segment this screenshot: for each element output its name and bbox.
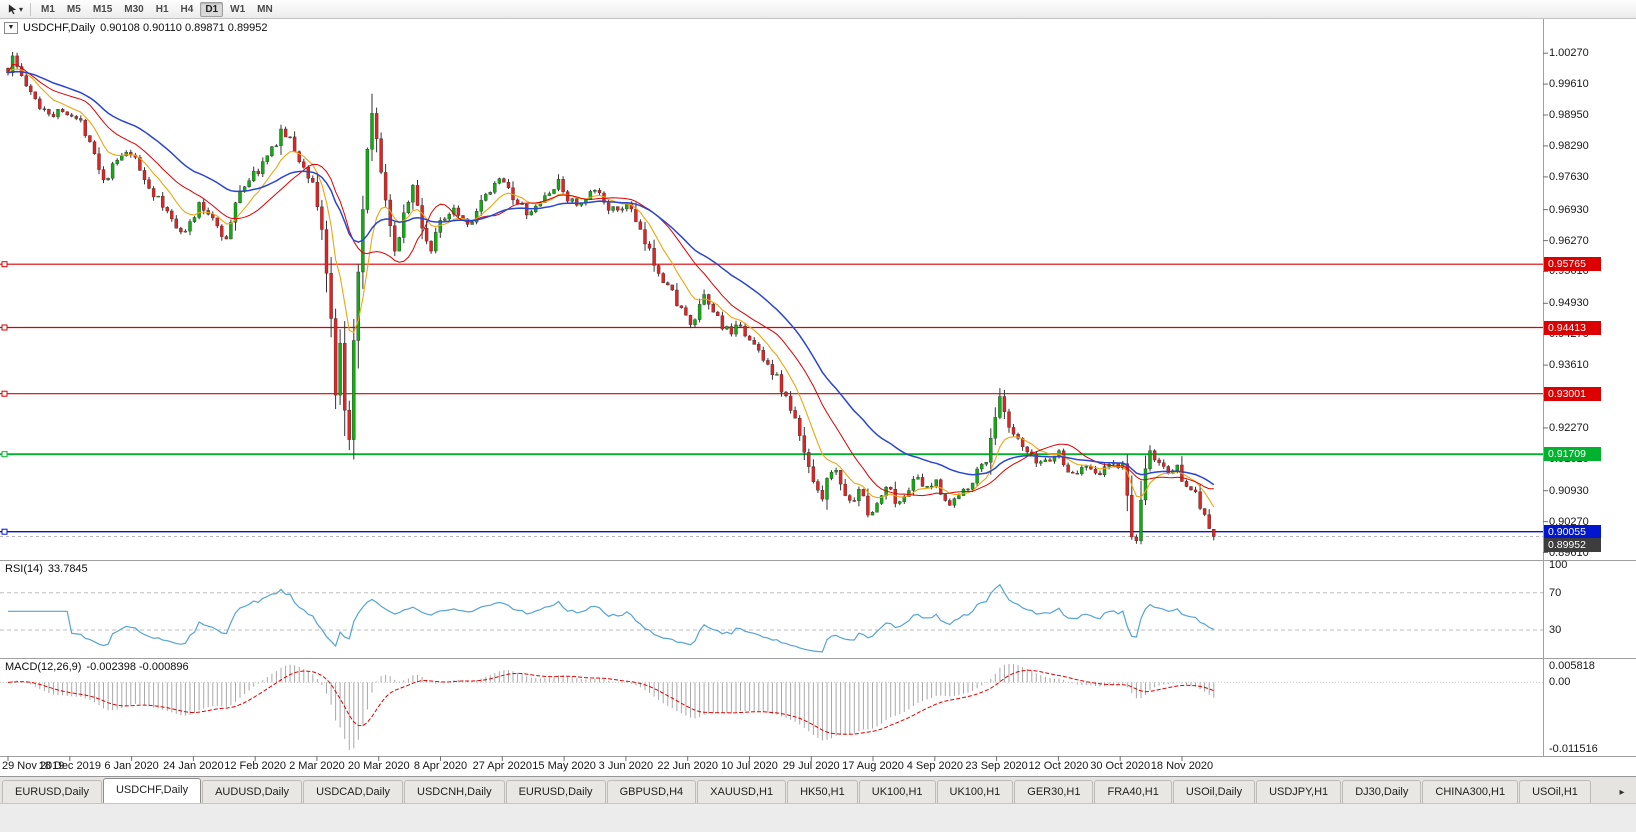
- date-axis-label: 29 Jul 2020: [782, 760, 840, 772]
- chart-tab-uk100-9[interactable]: UK100,H1: [858, 780, 936, 803]
- cursor-tool-button[interactable]: ▾: [5, 1, 25, 17]
- chart-tab-usdjpy-14[interactable]: USDJPY,H1: [1256, 780, 1342, 803]
- price-axis-label: 0.92270: [1549, 421, 1589, 434]
- price-tag: 0.94413: [1544, 320, 1601, 335]
- rsi-indicator-name: RSI(14): [5, 563, 43, 575]
- date-axis-label: 24 Jan 2020: [163, 760, 224, 772]
- chart-tab-eurusd-0[interactable]: EURUSD,Daily: [2, 780, 102, 803]
- date-axis-label: 30 Oct 2020: [1090, 760, 1151, 772]
- date-axis-label: 23 Sep 2020: [965, 760, 1028, 772]
- timeframe-button-m30[interactable]: M30: [124, 3, 144, 15]
- price-axis-label: 0.97630: [1549, 170, 1589, 183]
- timeframe-button-h4[interactable]: H4: [180, 3, 194, 15]
- chart-symbol-label: USDCHF,Daily: [23, 22, 96, 34]
- date-axis-label: 20 Mar 2020: [347, 760, 410, 772]
- rsi-axis-label: 30: [1549, 624, 1562, 636]
- chart-tab-usdchf-1[interactable]: USDCHF,Daily: [102, 778, 202, 803]
- date-axis-label: 10 Jul 2020: [721, 760, 778, 772]
- macd-axis-label-zero: 0.00: [1549, 676, 1571, 689]
- price-tag: 0.90055: [1544, 524, 1601, 539]
- date-axis-label: 15 May 2020: [532, 760, 596, 772]
- cursor-icon: [8, 4, 17, 15]
- timeframe-button-h1[interactable]: H1: [155, 3, 169, 15]
- macd-axis-label-top: 0.005818: [1549, 660, 1595, 672]
- rsi-axis-label: 70: [1549, 586, 1562, 599]
- date-axis-label: 2 Mar 2020: [289, 760, 345, 772]
- chart-tab-usdcad-3[interactable]: USDCAD,Daily: [303, 780, 404, 803]
- date-axis-label: 3 Jun 2020: [598, 760, 654, 772]
- macd-panel-title: MACD(12,26,9) -0.002398 -0.000896: [5, 661, 189, 673]
- chart-tab-audusd-2[interactable]: AUDUSD,Daily: [202, 780, 303, 803]
- date-axis-label: 12 Oct 2020: [1028, 760, 1089, 772]
- chart-tab-dj30-15[interactable]: DJ30,Daily: [1342, 780, 1422, 803]
- price-tag: 0.95765: [1544, 257, 1601, 272]
- macd-axis-label-bottom: -0.011516: [1549, 743, 1598, 755]
- chart-tab-ger30-11[interactable]: GER30,H1: [1014, 780, 1094, 803]
- chart-tab-uk100-10[interactable]: UK100,H1: [936, 780, 1014, 803]
- price-axis-label: 0.99610: [1549, 78, 1589, 91]
- macd-indicator-name: MACD(12,26,9): [5, 661, 82, 673]
- price-axis-label: 0.96270: [1549, 234, 1589, 247]
- date-axis-label: 27 Apr 2020: [472, 760, 532, 772]
- price-axis-label: 0.90270: [1549, 515, 1589, 528]
- status-bar: [0, 803, 1636, 832]
- date-axis-label: 17 Aug 2020: [842, 760, 904, 772]
- date-axis-label: 6 Jan 2020: [104, 760, 159, 772]
- timeframe-button-m1[interactable]: M1: [41, 3, 55, 15]
- toolbar-separator: [30, 2, 32, 16]
- timeframe-toolbar: ▾ M1 M5 M15 M30 H1 H4 D1 W1 MN: [0, 0, 1636, 19]
- chart-region: 1.00270 0.99610 0.98950 0.98290 0.97630 0.969…: [0, 19, 1636, 776]
- date-axis-label: 4 Sep 2020: [906, 760, 963, 772]
- chart-title: ▼ USDCHF,Daily 0.90108 0.90110 0.89871 0…: [4, 22, 268, 34]
- timeframe-buttons: M1 M5 M15 M30 H1 H4 D1 W1 MN: [36, 1, 278, 17]
- date-axis-label: 22 Jun 2020: [657, 760, 718, 772]
- chart-tab-hk50-8[interactable]: HK50,H1: [787, 780, 858, 803]
- chart-tab-bar: EURUSD,Daily USDCHF,Daily AUDUSD,Daily USDC…: [0, 776, 1636, 803]
- chart-tab-xauusd-7[interactable]: XAUUSD,H1: [697, 780, 787, 803]
- chart-tab-china300-16[interactable]: CHINA300,H1: [1422, 780, 1519, 803]
- price-axis-label: 0.90930: [1549, 484, 1589, 497]
- price-tag: 0.89952: [1544, 537, 1601, 552]
- chart-tab-usdcnh-4[interactable]: USDCNH,Daily: [404, 780, 505, 803]
- price-tag: 0.91709: [1544, 447, 1601, 462]
- date-axis-label: 18 Dec 2019: [38, 760, 101, 772]
- price-axis-label: 0.98950: [1549, 109, 1589, 122]
- date-axis-label: 8 Apr 2020: [413, 760, 468, 772]
- tool-dropdown-caret-icon[interactable]: ▾: [19, 4, 24, 14]
- chart-overlay: 1.00270 0.99610 0.98950 0.98290 0.97630 0.969…: [0, 19, 1636, 776]
- macd-indicator-values: -0.002398 -0.000896: [86, 661, 189, 673]
- timeframe-button-mn[interactable]: MN: [257, 3, 273, 15]
- price-axis-label: 1.00270: [1549, 47, 1589, 60]
- date-axis-label: 29 Nov 2019: [2, 760, 65, 772]
- chart-tab-eurusd-5[interactable]: EURUSD,Daily: [505, 780, 606, 803]
- chart-canvas[interactable]: [0, 19, 1636, 776]
- timeframe-button-m15[interactable]: M15: [92, 3, 113, 15]
- timeframe-button-m5[interactable]: M5: [66, 3, 81, 15]
- chart-tab-usoil-13[interactable]: USOil,Daily: [1172, 780, 1256, 803]
- date-axis-label: 18 Nov 2020: [1150, 760, 1214, 772]
- chart-tab-fra40-12[interactable]: FRA40,H1: [1094, 780, 1172, 803]
- price-axis-label: 0.96930: [1549, 203, 1589, 216]
- chart-tab-usoil-17[interactable]: USOil,H1: [1519, 780, 1591, 803]
- chart-ohlc-values: 0.90108 0.90110 0.89871 0.89952: [100, 22, 268, 34]
- timeframe-button-d1[interactable]: D1: [200, 1, 224, 17]
- price-axis-label: 0.93610: [1549, 359, 1589, 372]
- rsi-axis-label: 100: [1549, 558, 1568, 571]
- chart-menu-icon[interactable]: ▼: [4, 22, 18, 34]
- chart-tab-gbpusd-6[interactable]: GBPUSD,H4: [606, 780, 697, 803]
- price-tag: 0.93001: [1544, 386, 1601, 401]
- tab-scroll-right-icon[interactable]: ▸: [1619, 787, 1625, 798]
- rsi-indicator-value: 33.7845: [47, 563, 88, 575]
- timeframe-button-w1[interactable]: W1: [230, 3, 246, 15]
- price-axis-label: 0.98290: [1549, 139, 1589, 152]
- rsi-panel-title: RSI(14) 33.7845: [5, 563, 88, 575]
- price-axis-label: 0.94930: [1549, 297, 1589, 310]
- date-axis-label: 12 Feb 2020: [224, 760, 287, 772]
